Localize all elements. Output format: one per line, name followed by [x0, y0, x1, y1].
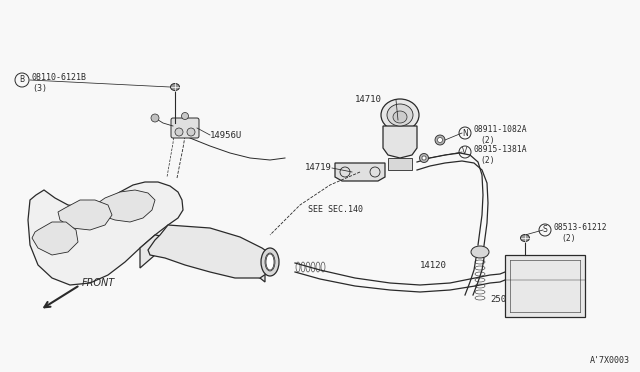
- Ellipse shape: [381, 99, 419, 131]
- Circle shape: [151, 114, 159, 122]
- Text: FRONT: FRONT: [82, 278, 115, 288]
- Text: N: N: [462, 128, 468, 138]
- Circle shape: [419, 154, 429, 163]
- Circle shape: [182, 112, 189, 119]
- Text: (2): (2): [561, 234, 575, 243]
- Text: 14719: 14719: [305, 164, 332, 173]
- Polygon shape: [140, 235, 265, 282]
- Text: 08911-1082A: 08911-1082A: [474, 125, 527, 135]
- Text: SEE SEC.140: SEE SEC.140: [308, 205, 363, 215]
- Ellipse shape: [471, 246, 489, 258]
- Text: (2): (2): [480, 137, 495, 145]
- Text: 08110-6121B: 08110-6121B: [32, 73, 87, 81]
- Text: (2): (2): [480, 155, 495, 164]
- Polygon shape: [388, 158, 412, 170]
- Text: A'7X0003: A'7X0003: [590, 356, 630, 365]
- Polygon shape: [95, 190, 155, 222]
- Polygon shape: [58, 200, 112, 230]
- Polygon shape: [383, 126, 417, 158]
- Polygon shape: [148, 225, 272, 278]
- Text: 14710: 14710: [355, 96, 382, 105]
- Text: 08915-1381A: 08915-1381A: [474, 144, 527, 154]
- Circle shape: [175, 128, 183, 136]
- Text: S: S: [543, 225, 547, 234]
- Circle shape: [187, 128, 195, 136]
- Ellipse shape: [170, 83, 179, 90]
- Circle shape: [438, 138, 442, 142]
- FancyBboxPatch shape: [505, 255, 585, 317]
- Ellipse shape: [393, 111, 407, 123]
- Polygon shape: [335, 163, 385, 181]
- Text: B: B: [19, 76, 24, 84]
- Text: 14956U: 14956U: [210, 131, 243, 140]
- Text: V: V: [462, 148, 468, 157]
- Text: 14120: 14120: [420, 260, 447, 269]
- Text: 08513-61212: 08513-61212: [554, 222, 607, 231]
- Text: (3): (3): [32, 83, 47, 93]
- Text: 25024M: 25024M: [490, 295, 522, 305]
- Circle shape: [435, 135, 445, 145]
- Ellipse shape: [261, 248, 279, 276]
- Polygon shape: [32, 222, 78, 255]
- Ellipse shape: [265, 253, 275, 271]
- Ellipse shape: [387, 104, 413, 126]
- FancyBboxPatch shape: [171, 118, 199, 138]
- Polygon shape: [28, 182, 183, 285]
- Ellipse shape: [266, 254, 274, 270]
- Ellipse shape: [520, 234, 529, 241]
- Circle shape: [422, 156, 426, 160]
